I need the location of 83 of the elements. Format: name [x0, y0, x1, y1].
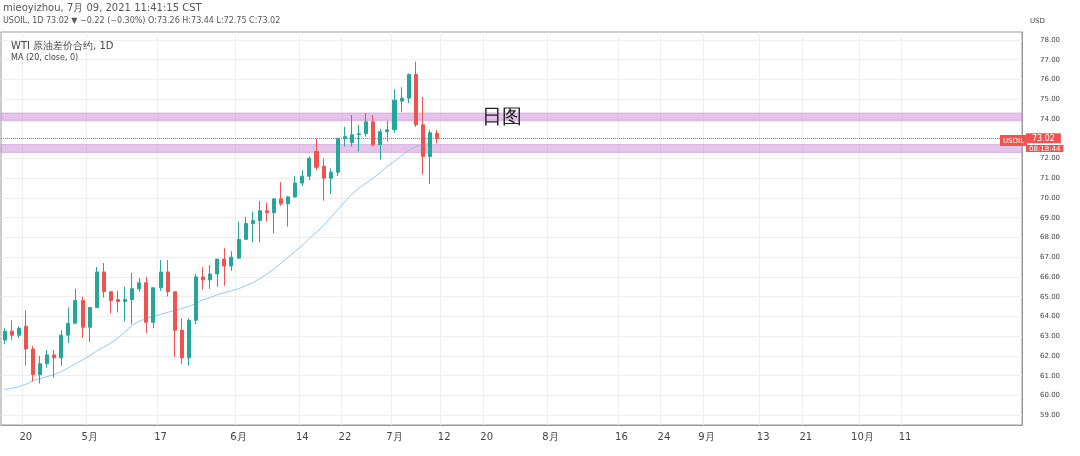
text: USOIL, 1D 73.02 ▼ −0.22 (−0.30%) O:73.26 H:73.44 L:72.75 C:73.02: [3, 15, 281, 25]
candlestick: [414, 61, 418, 128]
ref-line-label: 73.02: [1032, 133, 1055, 143]
candlestick: [194, 273, 198, 325]
candlestick: [52, 349, 56, 379]
candlestick: [385, 120, 389, 143]
x-tick-label: 20: [480, 430, 494, 442]
candlestick: [208, 264, 212, 290]
candlestick: [166, 259, 170, 298]
candlestick: [279, 181, 283, 207]
candlestick: [187, 317, 191, 367]
candlestick: [173, 291, 177, 358]
candlestick: [151, 287, 155, 329]
candlestick: [95, 266, 99, 308]
candlestick: [88, 307, 92, 343]
candlestick: [38, 355, 42, 385]
candlestick: [237, 221, 241, 260]
x-tick-label: 6月: [230, 430, 247, 442]
x-tick-label: 21: [799, 430, 813, 442]
candlestick: [293, 175, 297, 199]
candlestick: [392, 88, 397, 134]
candlestick: [102, 262, 106, 299]
candlestick: [286, 195, 290, 228]
candlestick: [17, 325, 21, 339]
candlestick: [265, 202, 269, 223]
candlestick: [73, 288, 77, 324]
candlestick: [400, 86, 404, 113]
candlestick: [343, 126, 347, 148]
candlestick: [314, 138, 319, 171]
annotation: 日图: [482, 104, 522, 128]
text: mieoyizhou, 7月 09, 2021 11:41:15 CST: [3, 1, 203, 13]
candlestick: [357, 124, 361, 152]
candlestick: [144, 276, 148, 334]
candlestick: [45, 349, 49, 369]
candlestick: [329, 167, 333, 195]
line-series: [4, 143, 431, 390]
x-tick-label: 17: [154, 430, 167, 442]
candlestick: [336, 137, 340, 177]
x-tick-label: 14: [295, 430, 309, 442]
candlestick: [3, 327, 7, 345]
candlestick: [109, 291, 113, 314]
candlestick: [10, 319, 14, 341]
candlestick: [180, 317, 184, 365]
candlestick: [229, 250, 233, 272]
candlestick: [258, 200, 262, 243]
text: WTI 原油差价合约, 1D: [11, 39, 114, 51]
candlestick: [300, 169, 304, 187]
candlestick: [123, 286, 127, 322]
candlestick: [222, 247, 226, 287]
candlestick: [364, 112, 368, 138]
text: MA (20, close, 0): [11, 52, 79, 62]
candlestick: [24, 309, 28, 367]
candlestick: [201, 266, 205, 291]
candlestick: [378, 128, 382, 160]
x-tick-label: 22: [338, 430, 352, 442]
x-tick-label: 7月: [386, 430, 403, 442]
candlestick: [137, 277, 141, 293]
x-tick-label: 8月: [542, 430, 559, 442]
candlestick: [272, 197, 276, 234]
candlestick: [215, 258, 219, 288]
candlestick: [130, 272, 134, 325]
candlestick: [59, 329, 63, 367]
x-tick-label: 9月: [698, 430, 715, 442]
candlestick: [66, 307, 70, 344]
candlestick: [251, 211, 255, 243]
x-tick-label: 20: [19, 430, 33, 442]
candlestick: [407, 72, 411, 104]
x-tick-label: 12: [437, 430, 451, 442]
candlestick: [244, 216, 248, 240]
x-tick-label: 5月: [81, 430, 98, 442]
candlestick: [428, 129, 432, 185]
candlestick: [31, 345, 35, 383]
candlestick: [159, 259, 163, 292]
candlestick: [307, 155, 311, 181]
candlestick: [350, 114, 354, 148]
x-tick-label: 24: [657, 430, 671, 442]
candlestick: [322, 157, 326, 202]
x-tick-label: 16: [615, 430, 628, 442]
x-tick-label: 11: [898, 430, 912, 442]
candlestick: [116, 290, 120, 313]
x-tick-label: 13: [756, 430, 770, 442]
x-tick-label: 10月: [851, 430, 874, 442]
candlestick: [81, 296, 85, 339]
